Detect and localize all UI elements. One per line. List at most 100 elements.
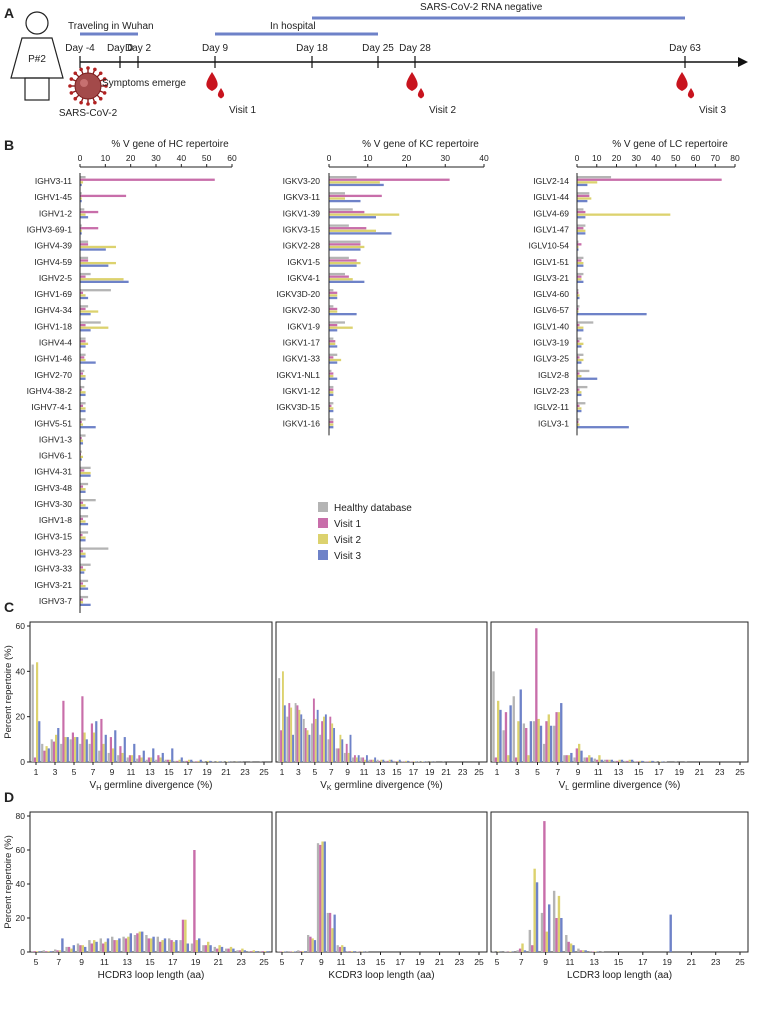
category-label: IGKV1-9 <box>287 321 320 331</box>
panel-letter-d: D <box>4 789 14 805</box>
y-axis-label: Percent repertoire (%) <box>3 645 14 738</box>
bar <box>90 943 93 952</box>
bar <box>80 176 86 179</box>
bar <box>572 945 575 952</box>
bar <box>648 760 652 762</box>
bar <box>80 256 89 260</box>
x-tick-label: 21 <box>687 957 697 967</box>
bar <box>349 734 352 762</box>
virus-spike-tip <box>73 96 78 101</box>
period-label: In hospital <box>270 21 316 32</box>
bar <box>328 912 332 952</box>
bar <box>577 340 580 343</box>
bar <box>179 940 182 952</box>
bar <box>512 696 515 762</box>
bar <box>93 732 96 762</box>
virus-icon <box>68 66 108 106</box>
x-tick-label: 7 <box>555 767 560 777</box>
x-tick-label: 19 <box>415 957 425 967</box>
x-tick-label: 25 <box>735 957 745 967</box>
bar <box>539 725 543 762</box>
bar <box>329 275 349 278</box>
bar <box>347 752 350 762</box>
bar <box>327 739 330 762</box>
bar <box>329 176 357 179</box>
x-tick-label: 21 <box>221 767 231 777</box>
bar <box>329 407 334 410</box>
bar <box>184 919 187 952</box>
bar <box>370 759 373 762</box>
bar <box>80 289 111 292</box>
bar <box>535 628 538 762</box>
bar <box>145 935 148 952</box>
bar <box>577 264 584 267</box>
bar <box>504 712 508 762</box>
bar <box>80 485 84 488</box>
bar <box>492 671 495 762</box>
x-tick-label: 3 <box>53 767 58 777</box>
visit-label: Visit 2 <box>429 105 456 116</box>
bar <box>395 761 397 762</box>
category-label: IGKV2-28 <box>283 241 321 251</box>
bar <box>80 369 85 373</box>
bar <box>80 466 91 469</box>
bar <box>80 178 215 181</box>
category-label: IGKV3-20 <box>283 176 321 186</box>
y-tick-label: 20 <box>16 913 26 923</box>
bar <box>287 951 290 952</box>
x-tick-label: 19 <box>191 957 201 967</box>
chart-kcdr3: 5 7 9 11 13 15 17 19 21 23 25 KCDR3 loop length (aa… <box>275 811 488 981</box>
bar <box>384 760 387 762</box>
bar <box>610 759 614 762</box>
bar <box>577 243 582 246</box>
bar <box>577 278 582 281</box>
x-tick-label: 13 <box>122 957 132 967</box>
bar <box>567 755 571 762</box>
bar <box>557 712 561 762</box>
bar <box>81 696 84 762</box>
category-label: IGHV4-34 <box>34 305 72 315</box>
bar <box>292 734 294 762</box>
y-tick-label: 60 <box>16 845 26 855</box>
bar <box>528 929 532 952</box>
bar <box>577 232 586 235</box>
x-tick-label: 11 <box>127 767 136 777</box>
x-axis-label: VL germline divergence (%) <box>559 780 681 792</box>
bar <box>104 941 107 952</box>
bar <box>398 759 401 762</box>
bar <box>563 755 566 762</box>
x-tick-label: 10 <box>592 153 602 163</box>
bar <box>341 945 344 952</box>
bar <box>216 948 219 952</box>
bar <box>618 759 621 762</box>
category-label: IGLV4-60 <box>533 289 569 299</box>
bar <box>543 821 546 952</box>
bar <box>509 705 512 762</box>
legend-entry: Healthy database <box>334 503 412 514</box>
bar <box>80 555 86 558</box>
bar <box>168 938 171 952</box>
category-label: IGHV3-69-1 <box>27 224 73 234</box>
x-tick-label: 23 <box>458 767 468 777</box>
bar <box>376 759 379 762</box>
bar <box>523 950 527 952</box>
bar <box>80 499 96 502</box>
bar <box>380 759 383 762</box>
bar <box>38 951 41 952</box>
bar <box>80 501 84 504</box>
bar <box>164 759 167 762</box>
bar <box>353 755 356 762</box>
category-label: IGLV10-54 <box>529 241 570 251</box>
bar <box>323 841 326 952</box>
category-label: IGHV2-5 <box>39 273 72 283</box>
bar <box>155 759 158 762</box>
virus-spike-tip <box>93 100 97 105</box>
legend-swatch <box>318 502 328 512</box>
bar <box>396 760 399 762</box>
bar <box>98 750 101 762</box>
category-label: IGHV1-45 <box>34 192 72 202</box>
bar <box>577 280 584 283</box>
bar <box>80 194 127 198</box>
virus-spike-tip <box>102 77 107 81</box>
